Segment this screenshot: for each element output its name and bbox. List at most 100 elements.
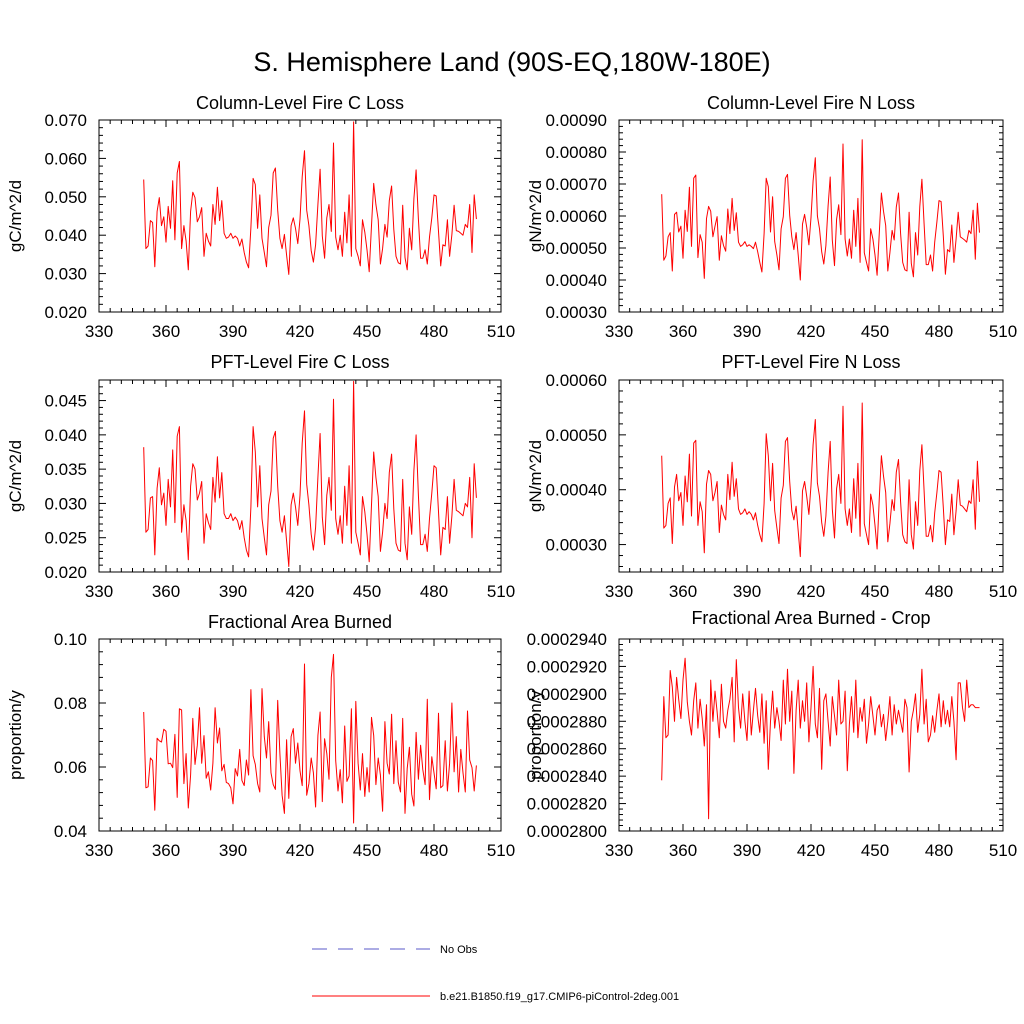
x-tick-label: 360 [669,582,697,601]
x-tick-label: 510 [487,582,515,601]
y-tick-label: 0.0002940 [527,630,607,649]
y-tick-label: 0.0002900 [527,685,607,704]
y-tick-label: 0.050 [44,188,87,207]
y-tick-label: 0.00050 [546,239,607,258]
chart-column-level-fire-c-loss: Column-Level Fire C Loss gC/m^2/d 330 360 39… [6,93,515,341]
x-tick-label: 450 [861,841,889,860]
x-tick-label: 510 [989,841,1017,860]
y-axis-label: proportion/y [6,690,25,780]
x-tick-label: 510 [487,322,515,341]
x-tick-label: 420 [286,841,314,860]
y-tick-label: 0.00060 [546,207,607,226]
y-tick-label: 0.025 [44,529,87,548]
x-tick-label: 390 [219,322,247,341]
y-tick-label: 0.0002820 [527,795,607,814]
y-tick-label: 0.00070 [546,175,607,194]
x-tick-label: 330 [85,322,113,341]
x-tick-label: 360 [152,322,180,341]
y-tick-label: 0.070 [44,111,87,130]
x-tick-label: 330 [85,841,113,860]
y-tick-label: 0.0002800 [527,822,607,841]
y-tick-label: 0.020 [44,303,87,322]
y-axis-label: gN/m^2/d [526,440,545,512]
panel-title: PFT-Level Fire C Loss [210,352,389,372]
x-tick-label: 480 [925,582,953,601]
y-tick-label: 0.0002920 [527,657,607,676]
y-tick-label: 0.00040 [546,481,607,500]
x-tick-label: 390 [219,841,247,860]
x-tick-label: 360 [152,582,180,601]
x-tick-label: 480 [420,582,448,601]
x-tick-label: 420 [797,322,825,341]
x-tick-label: 330 [605,582,633,601]
chart-pft-level-fire-n-loss: PFT-Level Fire N Loss gN/m^2/d 330 360 390 42… [526,352,1017,601]
legend: No Obs b.e21.B1850.f19_g17.CMIP6-piContr… [312,944,679,1003]
figure-title: S. Hemisphere Land (90S-EQ,180W-180E) [253,47,770,77]
y-tick-label: 0.030 [44,494,87,513]
x-tick-label: 450 [861,322,889,341]
x-tick-label: 420 [797,582,825,601]
chart-panels: Column-Level Fire C Loss gC/m^2/d 330 360 39… [6,93,1017,860]
y-tick-label: 0.040 [44,226,87,245]
x-tick-label: 390 [733,322,761,341]
y-tick-label: 0.00030 [546,536,607,555]
y-tick-label: 0.045 [44,392,87,411]
panel-title: Column-Level Fire N Loss [707,93,915,113]
x-tick-label: 480 [925,322,953,341]
y-tick-label: 0.040 [44,426,87,445]
x-tick-label: 420 [797,841,825,860]
x-tick-label: 450 [353,322,381,341]
x-tick-label: 480 [925,841,953,860]
legend-no-obs-label: No Obs [440,944,478,956]
plot-frame [98,638,502,832]
y-tick-label: 0.10 [54,630,87,649]
y-tick-label: 0.00080 [546,143,607,162]
y-tick-label: 0.04 [54,822,87,841]
series-line-pft-level-fire-c-loss [143,380,477,567]
x-tick-label: 330 [85,582,113,601]
y-tick-label: 0.00040 [546,271,607,290]
chart-pft-level-fire-c-loss: PFT-Level Fire C Loss gC/m^2/d 330 360 390 42… [6,352,515,601]
y-axis-label: proportion/y [526,690,545,780]
y-tick-label: 0.0002840 [527,767,607,786]
plot-frame [618,638,1004,832]
y-tick-label: 0.0002880 [527,712,607,731]
panel-title: PFT-Level Fire N Loss [721,352,900,372]
x-tick-label: 360 [669,322,697,341]
x-tick-label: 390 [733,841,761,860]
x-tick-label: 390 [219,582,247,601]
x-tick-label: 480 [420,322,448,341]
x-tick-label: 450 [353,841,381,860]
y-tick-label: 0.0002860 [527,740,607,759]
panel-title: Fractional Area Burned [208,612,392,632]
x-tick-label: 480 [420,841,448,860]
y-tick-label: 0.06 [54,758,87,777]
y-tick-label: 0.00030 [546,303,607,322]
y-axis-label: gC/m^2/d [6,180,25,252]
y-axis-label: gN/m^2/d [526,180,545,252]
y-tick-label: 0.00060 [546,371,607,390]
x-tick-label: 450 [353,582,381,601]
x-tick-label: 390 [733,582,761,601]
x-tick-label: 510 [487,841,515,860]
y-tick-label: 0.00090 [546,111,607,130]
chart-fractional-area-burned: Fractional Area Burned proportion/y 330 360… [6,612,515,860]
y-tick-label: 0.00050 [546,426,607,445]
series-line-fractional-area-burned [143,653,477,824]
chart-column-level-fire-n-loss: Column-Level Fire N Loss gN/m^2/d 330 360 39… [526,93,1017,341]
x-tick-label: 330 [605,841,633,860]
chart-fractional-area-burned-crop: Fractional Area Burned - Crop proportion/… [526,608,1017,860]
series-line-fractional-area-burned-crop [661,657,980,820]
x-tick-label: 510 [989,322,1017,341]
y-tick-label: 0.08 [54,694,87,713]
series-line-pft-level-fire-n-loss [661,402,980,558]
legend-model-label: b.e21.B1850.f19_g17.CMIP6-piControl-2deg… [440,991,679,1003]
panel-title: Fractional Area Burned - Crop [691,608,930,628]
x-tick-label: 360 [152,841,180,860]
x-tick-label: 420 [286,322,314,341]
x-tick-label: 360 [669,841,697,860]
x-tick-label: 330 [605,322,633,341]
y-tick-label: 0.030 [44,265,87,284]
y-tick-label: 0.060 [44,149,87,168]
